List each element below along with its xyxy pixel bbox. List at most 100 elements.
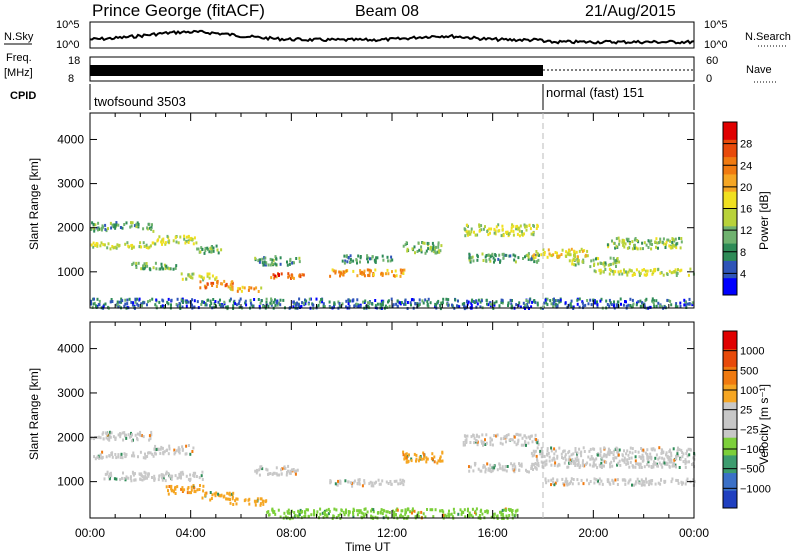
- velocity-colorbar-swatch: [723, 472, 737, 491]
- velocity-colorbar-tick-label: −25: [740, 424, 759, 436]
- power-band-0: [90, 241, 155, 251]
- velocity-band-12: [544, 477, 696, 487]
- power-band-16: [568, 256, 621, 269]
- cpid-segment-1: twofsound 3503: [94, 94, 186, 109]
- x-tick-label: 00:00: [679, 526, 709, 540]
- x-tick-label: 00:00: [75, 526, 105, 540]
- power-band-5: [180, 272, 218, 282]
- x-tick-label: 04:00: [176, 526, 206, 540]
- power-colorbar-label: Power [dB]: [757, 191, 771, 250]
- freq-trace: [90, 65, 543, 76]
- date-label: 21/Aug/2015: [585, 3, 676, 20]
- power-frame: [89, 112, 695, 309]
- x-tick-labels: 00:00 04:00 08:00 12:00 16:00 20:00 00:00: [75, 526, 709, 540]
- power-axes: 1000 2000 3000 4000: [57, 113, 695, 308]
- power-band-13: [463, 223, 539, 238]
- velocity-band-13: [266, 507, 519, 521]
- velocity-band-3: [165, 484, 205, 496]
- velocity-colorbar-label: Velocity [m s⁻¹]: [757, 384, 771, 465]
- velocity-axes: 1000 2000 3000 4000: [57, 322, 695, 518]
- power-ytick-label: 3000: [57, 177, 84, 191]
- power-band-6: [199, 279, 234, 290]
- nave-tick-bottom: 0: [706, 73, 712, 85]
- power-band-9: [270, 272, 305, 280]
- power-band-14: [468, 252, 540, 264]
- freq-unit-label: [MHz]: [4, 67, 33, 79]
- power-colorbar-swatch: [723, 277, 737, 296]
- freq-panel: Freq. [MHz] 18 8 60 0 Nave: [4, 52, 776, 85]
- power-ytick-label: 2000: [57, 221, 84, 235]
- velocity-ytick-label: 2000: [57, 430, 84, 444]
- nave-tick-top: 60: [706, 55, 718, 67]
- velocity-colorbar-swatch: [723, 490, 737, 509]
- power-band-15: [532, 247, 589, 260]
- beam-label: Beam 08: [355, 3, 419, 20]
- velocity-band-14: [103, 470, 204, 483]
- velocity-band-8: [402, 450, 444, 465]
- power-colorbar-tick-label: 16: [740, 204, 752, 216]
- velocity-colorbar-swatch: [723, 384, 737, 403]
- power-band-12: [402, 241, 443, 255]
- x-tick-label: 16:00: [478, 526, 508, 540]
- velocity-ytick-label: 3000: [57, 386, 84, 400]
- power-band-18: [593, 267, 695, 277]
- power-band-3: [196, 244, 223, 255]
- nsky-label: N.Sky: [4, 31, 34, 43]
- power-ylabel: Slant Range [km]: [27, 158, 41, 250]
- power-colorbar-swatch: [723, 225, 737, 244]
- velocity-colorbar-tick-label: −1000: [740, 483, 771, 495]
- power-colorbar-tick-label: 28: [740, 139, 752, 151]
- power-colorbar-tick-label: 12: [740, 225, 752, 237]
- freq-tick-top: 18: [68, 55, 80, 67]
- x-axis-label: Time UT: [345, 540, 391, 554]
- power-colorbar-swatch: [723, 122, 737, 140]
- velocity-band-7: [329, 478, 406, 488]
- velocity-colorbar-tick-label: 500: [740, 365, 758, 377]
- velocity-colorbar-swatch: [723, 419, 737, 438]
- power-colorbar-swatch: [723, 260, 737, 279]
- nsky-tick-top: 10^5: [56, 19, 80, 31]
- power-band-11: [341, 254, 394, 265]
- velocity-band-9: [462, 432, 540, 447]
- power-band-10: [329, 268, 406, 278]
- velocity-colorbar-swatch: [723, 331, 737, 350]
- velocity-colorbar-tick-label: 1000: [740, 346, 764, 358]
- power-data-layer: [90, 221, 695, 311]
- power-band-7: [229, 285, 263, 293]
- velocity-colorbar: 1000 500 100 25 −25 −100 −500 −1000: [722, 330, 771, 509]
- x-tick-label: 12:00: [377, 526, 407, 540]
- nsearch-tick-bottom: 10^0: [704, 39, 728, 51]
- x-tick-label: 08:00: [276, 526, 306, 540]
- nsky-frame: [89, 21, 695, 49]
- velocity-panel: 1000 2000 3000 4000 Slant Range [km]: [27, 321, 696, 521]
- cpid-row: CPID twofsound 3503 normal (fast) 151: [10, 84, 695, 110]
- velocity-colorbar-swatch: [723, 348, 737, 367]
- nsearch-label: N.Search: [745, 31, 791, 43]
- velocity-band-11: [530, 446, 696, 470]
- power-colorbar-tick-label: 8: [740, 247, 746, 259]
- power-colorbar-tick-label: 4: [740, 268, 746, 280]
- power-colorbar-swatch: [723, 173, 737, 192]
- nsearch-tick-top: 10^5: [704, 19, 728, 31]
- radar-title: Prince George (fitACF): [92, 1, 265, 20]
- power-colorbar-swatch: [723, 191, 737, 209]
- power-band-17: [606, 236, 683, 251]
- cpid-segment-2: normal (fast) 151: [546, 85, 644, 100]
- nsky-panel: N.Sky 10^5 10^0 10^5 10^0 N.Search: [4, 19, 791, 51]
- x-tick-label: 20:00: [578, 526, 608, 540]
- power-colorbar-tick-label: 24: [740, 160, 752, 172]
- velocity-band-10: [468, 461, 540, 474]
- velocity-band-5: [228, 497, 268, 507]
- velocity-band-0: [93, 450, 155, 461]
- nsky-tick-bottom: 10^0: [56, 39, 80, 51]
- power-band-8: [254, 255, 301, 267]
- velocity-ylabel: Slant Range [km]: [27, 368, 41, 460]
- velocity-ytick-label: 4000: [57, 342, 84, 356]
- velocity-colorbar-swatch: [723, 401, 737, 420]
- power-panel: 1000 2000 3000 4000 Slant Range [km]: [27, 112, 695, 311]
- velocity-colorbar-swatch: [723, 454, 737, 474]
- velocity-colorbar-frame: [722, 330, 738, 509]
- velocity-colorbar-swatch: [723, 366, 737, 385]
- power-colorbar-swatch: [723, 139, 737, 158]
